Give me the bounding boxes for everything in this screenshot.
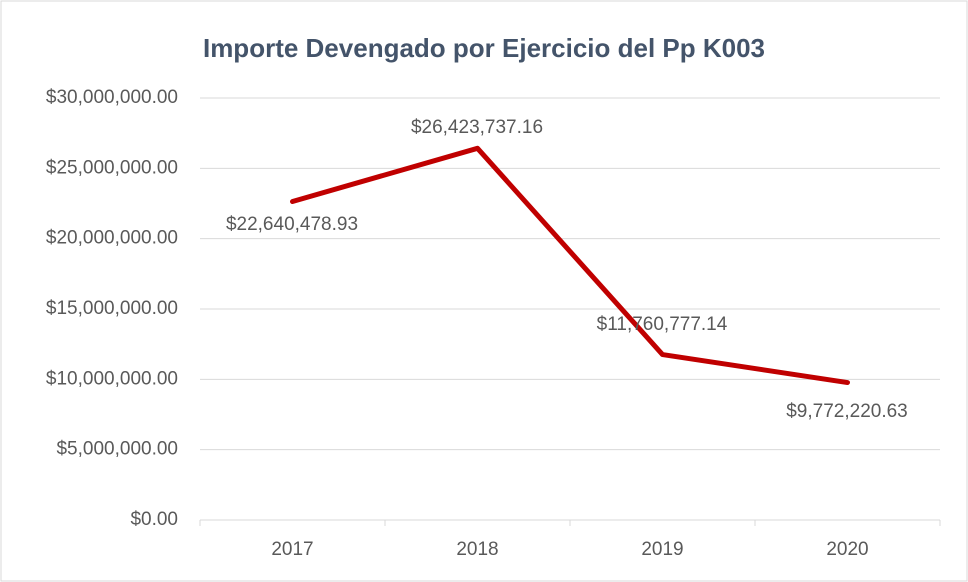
x-tick-label: 2018	[456, 539, 498, 560]
x-tick-label: 2020	[826, 539, 868, 560]
line-series	[290, 145, 850, 386]
x-tick-label: 2017	[271, 539, 313, 560]
y-tick-label: $10,000,000.00	[46, 368, 178, 389]
y-tick-label: $15,000,000.00	[46, 298, 178, 319]
y-tick-label: $0.00	[130, 509, 178, 530]
chart-title: Importe Devengado por Ejercicio del Pp K…	[203, 33, 765, 63]
y-tick-label: $30,000,000.00	[46, 87, 178, 108]
data-label: $11,760,777.14	[597, 314, 728, 335]
x-tick-label: 2019	[641, 539, 683, 560]
y-tick-label: $25,000,000.00	[46, 157, 178, 178]
data-label: $9,772,220.63	[786, 401, 908, 422]
y-tick-label: $20,000,000.00	[46, 228, 178, 249]
y-tick-label: $5,000,000.00	[56, 439, 178, 460]
data-label: $22,640,478.93	[226, 214, 358, 235]
data-label: $26,423,737.16	[411, 117, 543, 138]
